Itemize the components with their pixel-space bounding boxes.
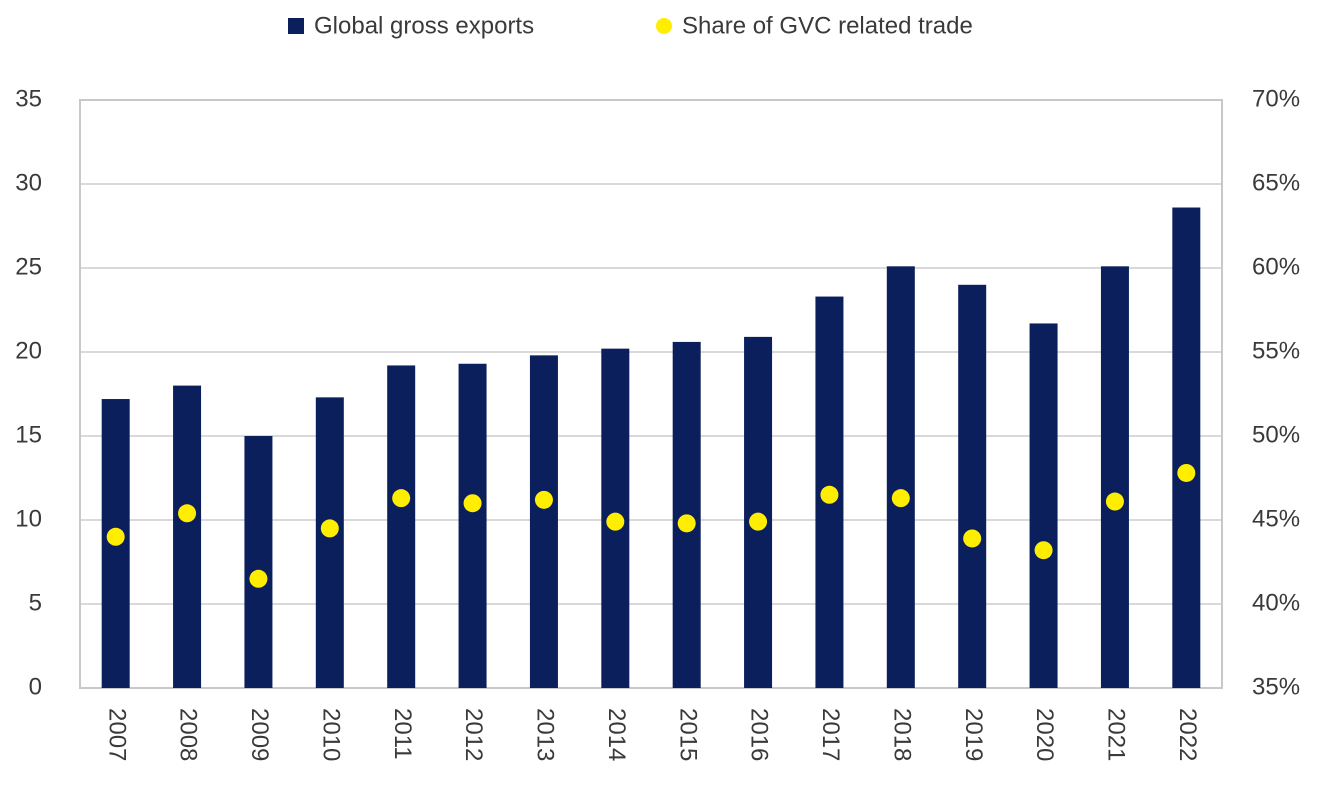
- dot: [677, 514, 696, 533]
- bar: [315, 397, 344, 688]
- dot: [891, 489, 910, 508]
- y-tick-label: 30: [15, 169, 42, 196]
- y-tick-label: 5: [29, 589, 42, 616]
- legend-label: Share of GVC related trade: [682, 12, 973, 39]
- y2-tick-label: 40%: [1252, 589, 1300, 616]
- dot: [106, 527, 125, 546]
- y2-tick-label: 35%: [1252, 673, 1300, 700]
- legend-label: Global gross exports: [314, 12, 534, 39]
- x-tick-label: 2010: [317, 708, 344, 761]
- x-tick-label: 2016: [746, 708, 773, 761]
- bar: [529, 355, 558, 688]
- y2-tick-label: 45%: [1252, 505, 1300, 532]
- dot: [1105, 492, 1124, 511]
- dot: [749, 512, 768, 531]
- x-tick-label: 2021: [1103, 708, 1130, 761]
- legend-swatch: [288, 18, 304, 34]
- y-tick-label: 0: [29, 673, 42, 700]
- bar: [1100, 266, 1129, 688]
- y-tick-label: 15: [15, 421, 42, 448]
- y2-tick-label: 50%: [1252, 421, 1300, 448]
- dot: [963, 529, 982, 548]
- dot: [463, 494, 482, 513]
- x-tick-label: 2020: [1031, 708, 1058, 761]
- bar: [1172, 207, 1201, 688]
- bar: [1029, 323, 1058, 688]
- bar: [173, 385, 202, 688]
- x-tick-label: 2019: [960, 708, 987, 761]
- x-tick-label: 2009: [246, 708, 273, 761]
- x-tick-label: 2015: [674, 708, 701, 761]
- x-tick-label: 2018: [888, 708, 915, 761]
- x-tick-label: 2008: [175, 708, 202, 761]
- y2-tick-label: 55%: [1252, 337, 1300, 364]
- x-tick-label: 2017: [817, 708, 844, 761]
- y2-tick-label: 70%: [1252, 85, 1300, 112]
- dot: [606, 512, 625, 531]
- dot: [249, 569, 268, 588]
- bar: [744, 336, 773, 688]
- bar: [387, 365, 416, 688]
- y2-tick-label: 65%: [1252, 169, 1300, 196]
- x-tick-label: 2014: [603, 708, 630, 761]
- dot: [1034, 541, 1053, 560]
- y-tick-label: 20: [15, 337, 42, 364]
- dot: [178, 504, 197, 523]
- dot: [392, 489, 411, 508]
- bar: [958, 284, 987, 688]
- bar: [458, 363, 487, 688]
- plot-frame: [79, 99, 1223, 689]
- y-tick-label: 25: [15, 253, 42, 280]
- x-tick-label: 2012: [460, 708, 487, 761]
- bar: [886, 266, 915, 688]
- y2-tick-label: 60%: [1252, 253, 1300, 280]
- x-tick-label: 2007: [103, 708, 130, 761]
- legend-swatch: [656, 18, 672, 34]
- x-tick-label: 2022: [1174, 708, 1201, 761]
- bar: [244, 436, 273, 688]
- x-tick-label: 2011: [389, 708, 416, 760]
- y-tick-label: 35: [15, 85, 42, 112]
- dot: [1177, 463, 1196, 482]
- dot: [320, 519, 339, 538]
- dot: [534, 490, 553, 509]
- x-tick-label: 2013: [532, 708, 559, 761]
- y-tick-label: 10: [15, 505, 42, 532]
- dot: [820, 485, 839, 504]
